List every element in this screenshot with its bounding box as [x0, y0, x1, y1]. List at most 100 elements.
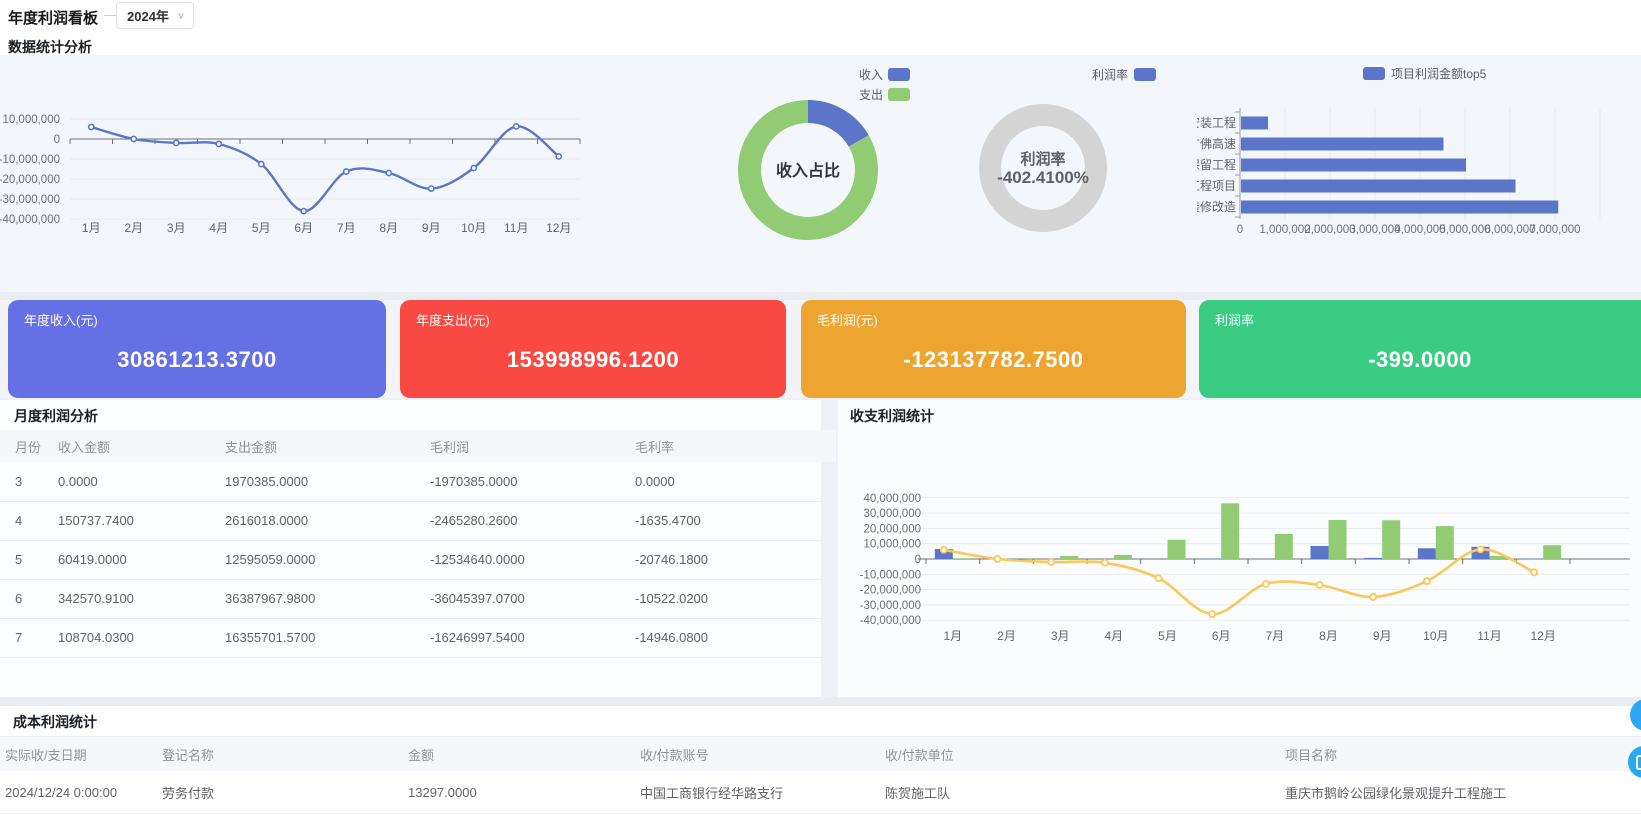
data-point[interactable]: [993, 555, 1002, 563]
chart-text: 0: [1237, 224, 1243, 236]
donut-slice-expense[interactable]: [738, 100, 878, 240]
expense-bar-7月[interactable]: [1274, 533, 1293, 559]
chart-text: 保留工程: [1188, 157, 1236, 172]
income-expense-panel: 收支利润统计: [838, 400, 1641, 697]
section-title-statistics: 数据统计分析: [8, 39, 92, 55]
chart-text: 9月: [1373, 629, 1392, 643]
chart-text: 收入占比: [776, 161, 840, 180]
income-bar-9月[interactable]: [1364, 557, 1383, 559]
statistics-panel: [0, 55, 1641, 292]
chart-text: 6,000,000: [1484, 224, 1535, 236]
data-point[interactable]: [342, 168, 350, 175]
table-cell: 5: [15, 552, 23, 567]
bar-装修改造[interactable]: [1241, 200, 1559, 214]
data-point[interactable]: [1315, 581, 1324, 589]
table-cell: 0.0000: [58, 474, 98, 489]
table-row: 7 108704.0300 16355701.5700 -16246997.5400 -…: [0, 618, 836, 658]
cost-profit-panel: 成本利润统计 实际收/支日期 登记名称 金额 收/付款账号 收/付款单位 项目名称 2024…: [0, 706, 1641, 821]
chart-text: 10月: [461, 221, 486, 235]
data-point[interactable]: [1047, 558, 1056, 566]
data-point[interactable]: [470, 164, 478, 172]
table-cell: 36387967.9800: [225, 591, 316, 606]
chart-text: 10月: [1423, 629, 1448, 643]
income-bar-6月[interactable]: [1203, 558, 1222, 559]
chart-text: 40,000,000: [863, 493, 921, 505]
expense-bar-12月[interactable]: [1543, 545, 1562, 559]
data-point[interactable]: [1100, 558, 1109, 567]
table-cell: 108704.0300: [58, 630, 134, 645]
float-button-chat[interactable]: [1628, 746, 1641, 778]
expense-bar-3月[interactable]: [1060, 555, 1079, 559]
chart-text: 7,000,000: [1529, 224, 1580, 236]
expense-bar-11月[interactable]: [1489, 555, 1508, 559]
data-point[interactable]: [939, 545, 948, 554]
mid-chart-canvas: 40,000,000 30,000,000 20,000,000 10,000,000…: [860, 493, 1630, 643]
table-cell: -1635.4700: [635, 513, 701, 528]
bar-工程项目[interactable]: [1241, 179, 1516, 193]
bar-安装工程[interactable]: [1241, 116, 1268, 130]
title-divider-dash: [104, 15, 116, 16]
monthly-table-title: 月度利润分析: [14, 408, 98, 424]
table-cell: 2024/12/24 0:00:00: [5, 784, 118, 800]
data-point[interactable]: [1422, 577, 1431, 586]
legend-swatch-收入[interactable]: [888, 68, 910, 81]
chart-text: 0: [915, 554, 921, 566]
data-point[interactable]: [1369, 593, 1378, 601]
column-header: 毛利率: [635, 439, 675, 455]
data-point[interactable]: [257, 160, 265, 168]
data-point[interactable]: [385, 169, 393, 177]
data-point[interactable]: [1530, 568, 1539, 577]
expense-bar-5月[interactable]: [1167, 539, 1186, 559]
year-select[interactable]: 2024年 ∨: [116, 2, 194, 29]
chart-text: 2,000,000: [1304, 224, 1355, 236]
table-cell: 342570.9100: [58, 591, 134, 606]
expense-bar-8月[interactable]: [1328, 519, 1347, 559]
table-cell: 16355701.5700: [225, 630, 316, 645]
donut-ring-gray[interactable]: [979, 104, 1107, 232]
expense-bar-6月[interactable]: [1221, 503, 1240, 559]
bar-保留工程[interactable]: [1241, 158, 1466, 172]
legend-swatch-支出[interactable]: [888, 88, 910, 101]
expense-bar-9月[interactable]: [1382, 520, 1401, 559]
data-point[interactable]: [1261, 579, 1270, 588]
data-point[interactable]: [555, 152, 563, 160]
expense-bar-4月[interactable]: [1113, 554, 1132, 559]
chart-text: 6月: [294, 221, 313, 235]
chart-text: 1月: [82, 221, 101, 235]
chart-text: -30,000,000: [0, 194, 60, 206]
chart-text: 10,000,000: [863, 539, 921, 551]
data-point[interactable]: [87, 123, 95, 131]
chart-text: -30,000,000: [860, 600, 921, 612]
table-cell: 4: [15, 513, 23, 528]
column-header: 项目名称: [1285, 747, 1338, 763]
legend-swatch-top5[interactable]: [1363, 67, 1385, 80]
legend-swatch-profit-rate[interactable]: [1134, 68, 1156, 81]
data-point[interactable]: [172, 139, 180, 147]
kpi-value: 30861213.3700: [117, 347, 277, 372]
income-bar-10月[interactable]: [1417, 548, 1436, 559]
chart-text: 5月: [1158, 629, 1177, 643]
income-bar-8月[interactable]: [1310, 545, 1329, 559]
income-bar-1月[interactable]: [934, 549, 953, 559]
data-point[interactable]: [1476, 545, 1485, 554]
data-point[interactable]: [300, 207, 308, 215]
table-cell: 13297.0000: [408, 784, 477, 800]
chart-text: 6月: [1212, 629, 1231, 643]
kpi-label: 利润率: [1215, 313, 1255, 328]
table-row: 5 60419.0000 12595059.0000 -12534640.0000 -2…: [0, 540, 836, 580]
bar-广佛高速[interactable]: [1241, 137, 1444, 151]
data-point[interactable]: [215, 140, 223, 148]
float-button-top[interactable]: [1630, 699, 1641, 731]
data-point[interactable]: [130, 135, 138, 143]
chart-text: 5,000,000: [1439, 224, 1490, 236]
data-point[interactable]: [1154, 574, 1163, 583]
expense-bar-1月[interactable]: [952, 558, 971, 559]
donut-slice-income[interactable]: [807, 100, 869, 148]
table-cell: 12595059.0000: [225, 552, 316, 567]
data-point[interactable]: [427, 185, 435, 192]
data-point[interactable]: [1208, 610, 1217, 619]
data-point[interactable]: [512, 123, 520, 130]
kpi-card-profit-rate: 利润率 -399.0000: [1199, 300, 1641, 398]
expense-bar-10月[interactable]: [1435, 526, 1454, 559]
column-header: 收/付款单位: [885, 747, 954, 763]
